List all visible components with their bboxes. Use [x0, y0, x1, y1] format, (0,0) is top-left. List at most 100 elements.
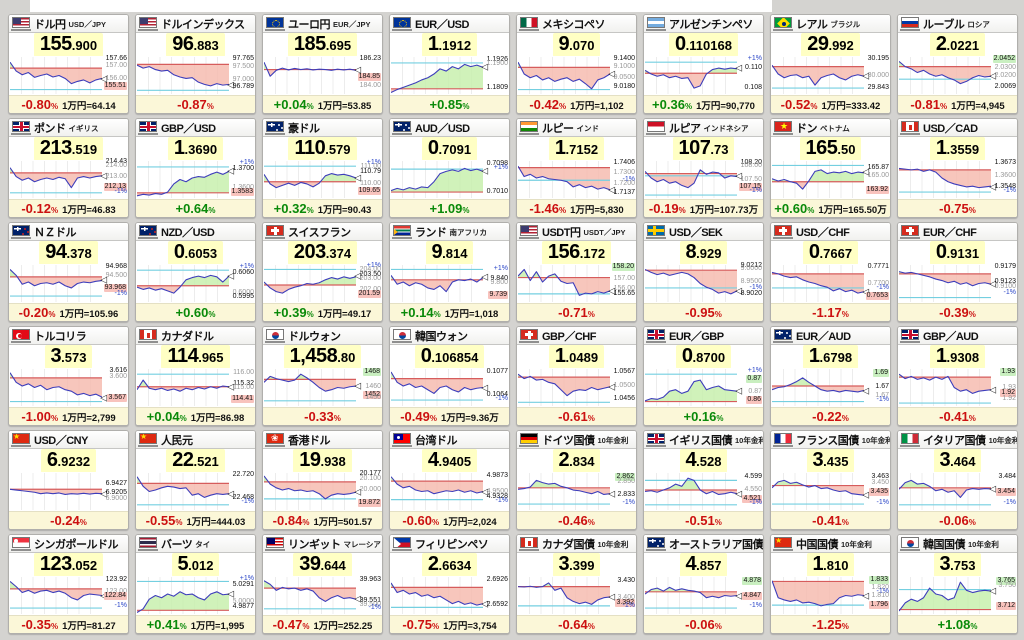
axis-labels: 1.93 1.93 1.92 1.92	[987, 367, 1017, 407]
axis-label: 3.435	[869, 487, 889, 496]
rate-int: 1	[935, 345, 947, 367]
rate-row: 22.521	[136, 449, 255, 473]
change-percent-value: -1.46	[529, 201, 559, 216]
pair-name: USD／CNY	[34, 435, 88, 447]
current-rate: 0.110168	[669, 33, 738, 57]
currency-tile[interactable]: 韓国国債 10年金利 3.753 3.765 3.750 3.712 ◁ +1.08…	[897, 534, 1018, 634]
currency-tile[interactable]: シンガポールドル 123.052 123.92 123.00122.84-1% ◁…	[8, 534, 129, 634]
currency-tile[interactable]: リンギット マレーシア 39.644 39.963 39.551 39.500 -1%…	[262, 534, 383, 634]
change-percent: -0.06%	[939, 514, 976, 527]
currency-tile[interactable]: NZD／USD 0.6053 +1% 0.6060 0.6000 0.5995 ◁ +…	[135, 222, 256, 322]
percent-sign: %	[50, 206, 59, 215]
currency-tile[interactable]: ルピー インド 1.7152 1.7406 1.7300 -1% 1.7200 1.71…	[516, 118, 637, 218]
currency-tile[interactable]: ドイツ国債 10年金利 2.834 2.862 2.850 2.833 -1% ◁ -…	[516, 430, 637, 530]
rate-int: 114	[167, 345, 199, 367]
axis-labels: 4.599 4.550 4.521 -1%	[733, 472, 763, 511]
pair-subtitle: 10年金利	[861, 435, 891, 445]
sparkline-area: 1.3673 1.3600 1.3548 -1% ◁	[898, 159, 1017, 199]
pair-subtitle: イギリス	[68, 123, 99, 133]
currency-tile[interactable]: トルコリラ 3.573 3.616 3.600 3.567 ◁ -1.00% 1万円…	[8, 326, 129, 426]
rate-row: 1.810	[771, 553, 890, 577]
currency-tile[interactable]: GBP／CHF 1.0489 1.0567 1.0500 1.0456 ◁ -0.6…	[516, 326, 637, 426]
pair-name: ドン	[796, 123, 818, 135]
currency-tile[interactable]: 豪ドル 110.579 +1% 111.00 110.79 110.00 109.65 …	[262, 118, 383, 218]
currency-tile[interactable]: ルピア インドネシア 107.73 108.20 108.00 107.50 107.…	[643, 118, 764, 218]
sparkline-area: 3.430 3.400 3.392 -1% ◁	[517, 576, 636, 615]
currency-tile[interactable]: 中国国債 10年金利 1.810 1.8331.820-1%1.8101.796…	[770, 534, 891, 634]
sparkline-area: 157.66 157.00 156.00 155.51 ◁	[9, 55, 128, 95]
currency-tile[interactable]: ＮＺドル 94.378 94.968 94.500 93.968 -1% ◁ -0.2…	[8, 222, 129, 322]
currency-tile[interactable]: 台湾ドル 4.9405 4.9873 4.9500 4.9328 -1% ◁ -0.6…	[389, 430, 510, 530]
rate-row: 1.3690	[136, 137, 255, 161]
currency-tile[interactable]: ルーブル ロシア 2.0221 2.0452 2.0300 2.0200 2.0069…	[897, 14, 1018, 114]
sparkline-chart	[264, 577, 356, 614]
currency-tile[interactable]: ランド 南アフリカ 9.814 +1% 9.840 9.800 9.739 ◁ +0.…	[389, 222, 510, 322]
change-percent-value: -0.46	[558, 513, 588, 528]
currency-tile[interactable]: カナダ国債 10年金利 3.399 3.430 3.400 3.392 -1% ◁ -…	[516, 534, 637, 634]
axis-label: 1.810	[871, 591, 889, 599]
currency-tile[interactable]: ドルインデックス 96.883 97.765 97.500 97.000 96.789…	[135, 14, 256, 114]
currency-tile[interactable]: レアル ブラジル 29.992 30.195 30.000 29.843 ◁ -0.…	[770, 14, 891, 114]
currency-tile[interactable]: USD／CAD 1.3559 1.3673 1.3600 1.3548 -1% ◁ -…	[897, 118, 1018, 218]
tile-header: ＮＺドル	[9, 223, 128, 241]
pair-subtitle: インド	[576, 123, 600, 133]
axis-labels: 214.43 214.00 213.00 212.13 -1%	[98, 158, 128, 199]
change-percent-value: +0.14	[400, 305, 434, 320]
axis-label: 4.9328	[486, 492, 508, 500]
rate-row: 9.814	[390, 241, 509, 265]
currency-tile[interactable]: イギリス国債 10年金利 4.528 4.599 4.550 4.521 -1% ◁ …	[643, 430, 764, 530]
change-percent: -0.81%	[910, 98, 947, 111]
currency-tile[interactable]: バーツ タイ 5.012 +1% 5.0291 5.0000 4.9877 ◁ +0.…	[135, 534, 256, 634]
currency-tile[interactable]: USD／SEK 8.929 9.0212 9.0000 8.9500 -1% 8.902…	[643, 222, 764, 322]
currency-tile[interactable]: USD／CHF 0.7667 0.7771 0.7700-1%0.7653 ◁ -…	[770, 222, 891, 322]
axis-label: 19.872	[357, 499, 381, 508]
currency-tile[interactable]: EUR／AUD 1.6798 1.69 1.67 1.67 -1% ◁ -0.22%	[770, 326, 891, 426]
currency-tile[interactable]: 韓国ウォン 0.106854 0.1077 0.1064 -1% ◁ -0.49% …	[389, 326, 510, 426]
axis-labels: 20.177 20.100 20.000 19.872	[352, 470, 382, 511]
currency-tile[interactable]: USDT円 USDT／JPY 156.172 158.20 157.00 156.0…	[516, 222, 637, 322]
axis-label: 4.9500	[486, 487, 508, 495]
currency-tile[interactable]: ドル円 USD／JPY 155.900 157.66 157.00 156.00 15…	[8, 14, 129, 114]
currency-tile[interactable]: ポンド イギリス 213.519 214.43 214.00 213.00 212.1…	[8, 118, 129, 218]
sparkline-chart	[899, 161, 991, 198]
current-rate: 2.834	[552, 449, 601, 473]
current-rate: 1.810	[806, 553, 855, 577]
currency-tile[interactable]: アルゼンチンペソ 0.110168 +1% 0.110 0.108 ◁ +0.36%…	[643, 14, 764, 114]
axis-labels: 9.0212 9.0000 8.9500 -1% 8.9020	[733, 262, 763, 303]
current-price-marker-icon: ◁	[608, 68, 615, 79]
current-price-marker-icon: ◁	[989, 181, 996, 192]
currency-tile[interactable]: イタリア国債 10年金利 3.464 3.484 3.454 -1% ◁ -0.06…	[897, 430, 1018, 530]
currency-tile[interactable]: メキシコペソ 9.070 9.1400 9.1000 9.0500 9.0180 ◁ …	[516, 14, 637, 114]
currency-tile[interactable]: スイスフラン 203.374 +1% 204.00 203.50 203.00 202.…	[262, 222, 383, 322]
currency-tile[interactable]: GBP／AUD 1.9308 1.93 1.93 1.92 1.92 ◁ -0.41%	[897, 326, 1018, 426]
axis-label: 1.7200	[613, 180, 635, 188]
percent-sign: %	[79, 518, 87, 527]
pair-name: オーストラリア国債	[669, 539, 763, 551]
currency-tile[interactable]: オーストラリア国債 10年金利 4.857 4.878 4.847 -1% ◁ -0…	[643, 534, 764, 634]
flag-icon	[774, 225, 792, 236]
current-rate: 114.965	[161, 345, 230, 369]
axis-labels: 0.1077 0.1064 -1%	[479, 368, 509, 407]
currency-tile[interactable]: カナダドル 114.965 116.00 115.32 115.00 114.41 ◁…	[135, 326, 256, 426]
change-percent-value: -0.71	[558, 305, 588, 320]
currency-tile[interactable]: フィリピンペソ 2.6634 2.6926 2.6592 ◁ -0.75% 1万円…	[389, 534, 510, 634]
change-percent: +0.04%	[274, 98, 314, 111]
currency-tile[interactable]: EUR／GBP 0.8700 +1% 0.87 0.87 0.86 ◁ +0.16%	[643, 326, 764, 426]
currency-tile[interactable]: 人民元 22.521 22.720 22.468-1% ◁ -0.55% 1万円=…	[135, 430, 256, 530]
currency-tile[interactable]: フランス国債 10年金利 3.435 3.463 3.450 3.435 -1% ◁ …	[770, 430, 891, 530]
sparkline-area: 0.9179 0.9123 0.9100 -1% ◁	[898, 263, 1017, 303]
currency-tile[interactable]: EUR／USD 1.1912 1.1926 1.1900 1.1809 ◁ +0.8…	[389, 14, 510, 114]
currency-tile[interactable]: EUR／CHF 0.9131 0.9179 0.9123 0.9100 -1% ◁ -…	[897, 222, 1018, 322]
change-percent: -0.41%	[812, 514, 849, 527]
rate-int: 94	[45, 241, 67, 263]
axis-label: 1452	[363, 391, 381, 400]
currency-tile[interactable]: ドルウォン 1,458.80 1468 1460 1452 1450 ◁ -0.33%	[262, 326, 383, 426]
rate-row: 19.938	[263, 449, 382, 473]
currency-tile[interactable]: AUD／USD 0.7091 0.7098 +1% 0.7010 ◁ +1.09%	[389, 118, 510, 218]
currency-tile[interactable]: ユーロ円 EUR／JPY 185.695 186.23 184.85 184.00 …	[262, 14, 383, 114]
axis-label: 5.0291	[232, 580, 254, 588]
